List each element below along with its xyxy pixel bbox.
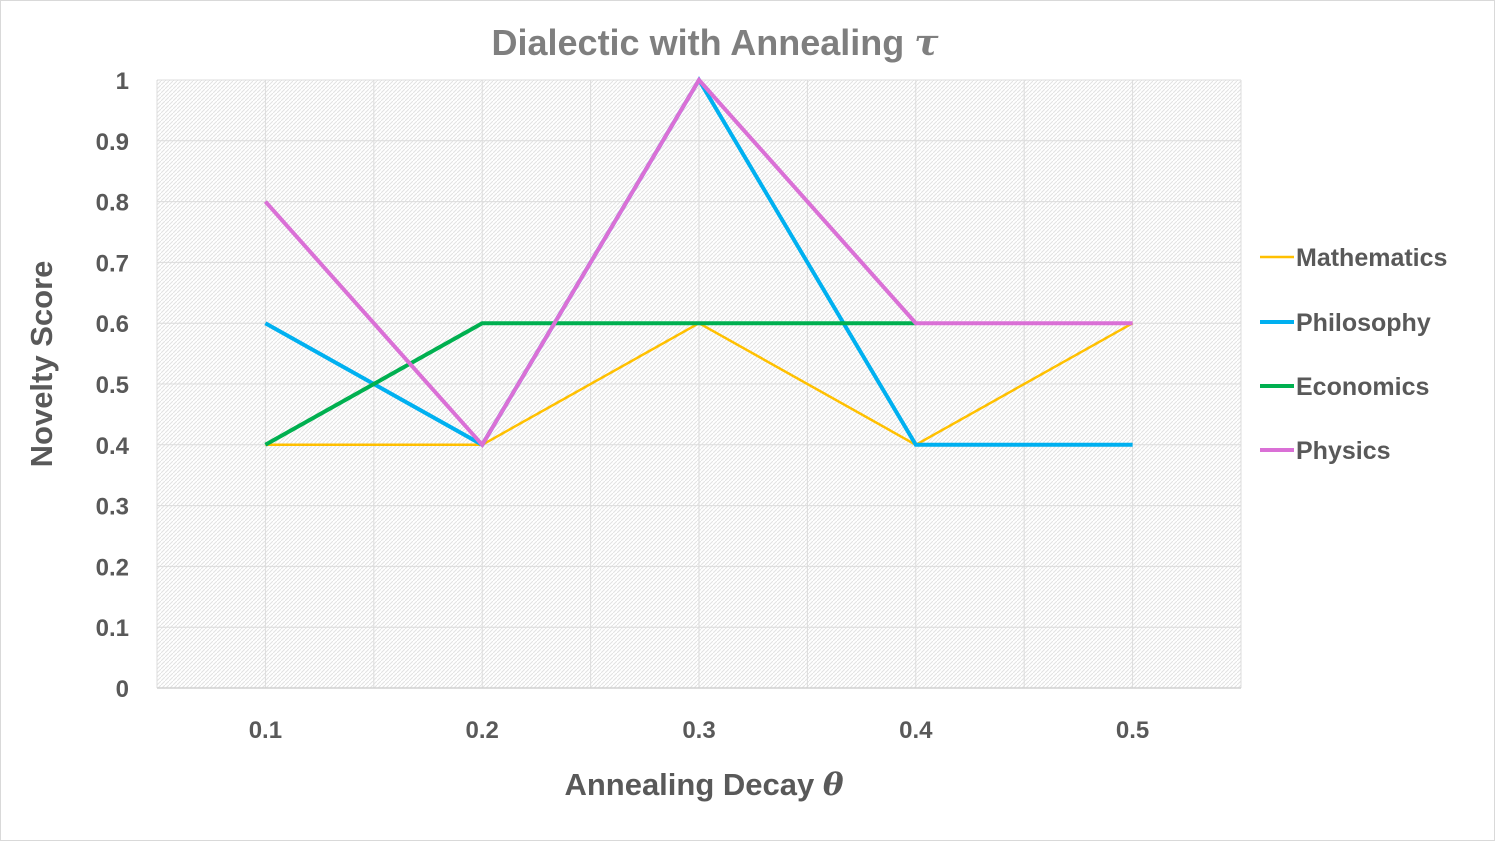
y-tick-label: 1 xyxy=(116,68,129,95)
legend-label: Mathematics xyxy=(1296,244,1447,272)
legend: Mathematics Philosophy Economics Physics xyxy=(1260,244,1447,465)
legend-label: Philosophy xyxy=(1296,309,1431,337)
y-tick-label: 0 xyxy=(116,676,129,703)
y-tick-label: 0.9 xyxy=(96,129,129,156)
y-tick-label: 0.6 xyxy=(96,311,129,338)
chart-title: Dialectic with Annealing τ xyxy=(492,22,940,64)
x-tick-label: 0.5 xyxy=(1116,717,1149,744)
x-tick-label: 0.4 xyxy=(899,717,933,744)
y-tick-label: 0.4 xyxy=(96,433,130,460)
y-axis-title: Novelty Score xyxy=(24,261,59,468)
y-axis-ticks: 0 0.1 0.2 0.3 0.4 0.5 0.6 0.7 0.8 0.9 1 xyxy=(96,68,130,703)
y-tick-label: 0.8 xyxy=(96,190,129,217)
y-tick-label: 0.3 xyxy=(96,494,129,521)
y-tick-label: 0.1 xyxy=(96,615,129,642)
x-axis-title: Annealing Decay θ xyxy=(564,767,843,803)
legend-item-philosophy: Philosophy xyxy=(1260,309,1431,337)
y-tick-label: 0.2 xyxy=(96,554,129,581)
legend-label: Economics xyxy=(1296,373,1429,401)
x-tick-label: 0.3 xyxy=(682,717,715,744)
x-axis-ticks: 0.1 0.2 0.3 0.4 0.5 xyxy=(249,717,1150,744)
series-line-economics xyxy=(264,321,916,447)
y-tick-label: 0.7 xyxy=(96,250,129,277)
legend-label: Physics xyxy=(1296,437,1391,465)
legend-item-physics: Physics xyxy=(1260,437,1391,465)
legend-item-economics: Economics xyxy=(1260,373,1429,401)
x-tick-label: 0.1 xyxy=(249,717,282,744)
y-tick-label: 0.5 xyxy=(96,372,129,399)
x-tick-label: 0.2 xyxy=(466,717,499,744)
series-lines xyxy=(263,76,1134,449)
legend-item-mathematics: Mathematics xyxy=(1260,244,1447,272)
series-line-physics xyxy=(263,76,1133,449)
